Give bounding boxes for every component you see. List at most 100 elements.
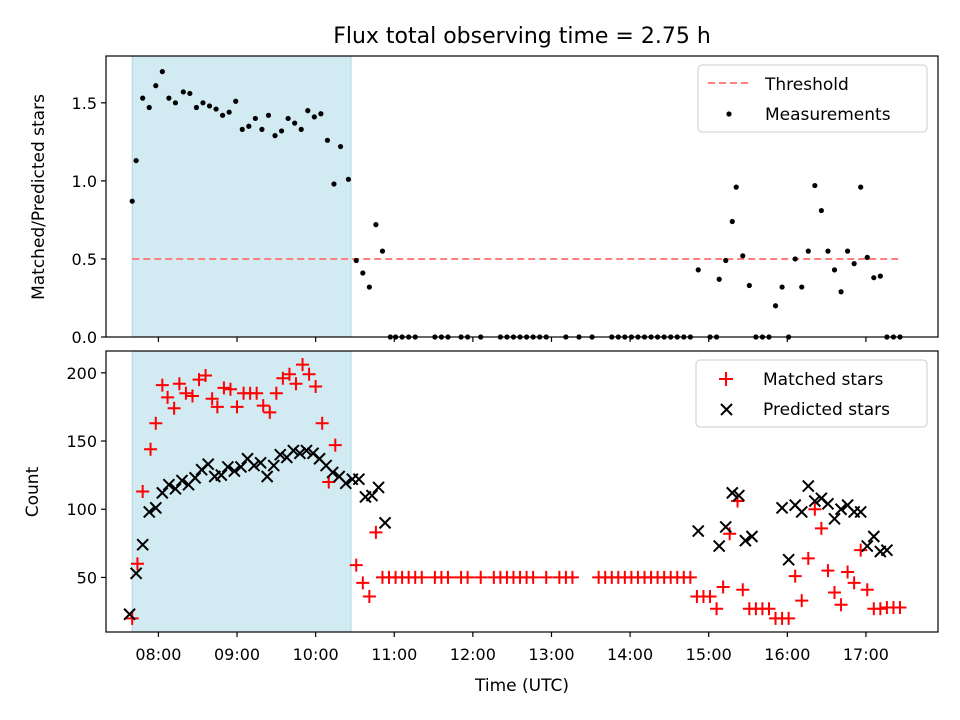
matched-star-point: [210, 400, 224, 414]
matched-star-point: [269, 386, 283, 400]
matched-star-point: [315, 416, 329, 430]
measurement-point: [805, 248, 811, 254]
predicted-star-point: [712, 539, 726, 553]
predicted-star-point: [854, 505, 867, 519]
top-observing-window: [131, 55, 352, 338]
bottom-legend-box: [695, 359, 928, 428]
top-y-axis-label: Matched/Predicted stars: [29, 94, 49, 300]
matched-star-point: [217, 381, 231, 395]
predicted-star-point: [352, 473, 366, 486]
matched-star-point: [841, 565, 855, 579]
matched-star-point: [309, 379, 323, 393]
measurement-point: [220, 112, 226, 118]
measurement-point: [259, 126, 265, 132]
predicted-star-point: [692, 524, 705, 538]
measurement-point: [265, 112, 272, 118]
predicted-star-point: [808, 494, 822, 508]
x-tick-label: 14:00: [607, 645, 653, 664]
matched-star-point: [788, 569, 802, 583]
matched-star-point: [808, 502, 822, 516]
measurement-point: [166, 95, 172, 101]
measurement-point: [318, 111, 324, 117]
measurement-point: [292, 120, 298, 126]
matched-star-point: [526, 570, 540, 584]
bottom-axes-frame: [105, 350, 939, 633]
predicted-star-point: [300, 444, 313, 457]
matched-star-point: [893, 600, 907, 614]
legend-measurements-label: Measurements: [765, 105, 891, 125]
matched-star-point: [723, 527, 737, 541]
predicted-star-point: [745, 530, 759, 543]
top-y-tick-label: 1.5: [72, 94, 97, 113]
measurement-point: [239, 126, 245, 132]
matched-star-point: [223, 382, 237, 396]
matched-star-point: [349, 558, 363, 572]
top-legend-box: [697, 64, 928, 133]
measurement-point: [733, 184, 739, 190]
x-tick-label: 10:00: [293, 645, 339, 664]
matched-star-point: [873, 602, 887, 616]
matched-star-point: [441, 570, 455, 584]
matched-star-point: [282, 367, 296, 381]
predicted-star-point: [175, 474, 189, 487]
measurement-point: [379, 248, 386, 254]
matched-star-point: [703, 590, 717, 604]
predicted-star-point: [726, 486, 739, 500]
measurement-point: [159, 69, 165, 75]
matched-star-point: [369, 525, 383, 539]
matched-star-point: [854, 543, 868, 557]
predicted-star-point: [201, 458, 215, 471]
measurement-point: [200, 100, 206, 106]
measurement-point: [695, 267, 701, 273]
bottom-y-tick-label: 200: [66, 364, 97, 383]
matched-star-point: [860, 583, 874, 597]
chart-title: Flux total observing time = 2.75 h: [333, 24, 711, 49]
measurement-point: [246, 123, 252, 129]
measurement-point: [129, 198, 135, 204]
matched-star-point: [356, 576, 370, 590]
matched-star-point: [782, 611, 796, 625]
measurement-point: [172, 100, 179, 106]
matched-star-point: [302, 367, 316, 381]
measurement-point: [877, 273, 883, 279]
matched-star-point: [814, 521, 828, 535]
measurement-point: [723, 257, 729, 264]
predicted-star-point: [136, 538, 149, 551]
predicted-star-point: [149, 501, 162, 515]
matched-star-point: [716, 580, 730, 594]
matched-star-point: [205, 392, 219, 406]
predicted-star-point: [287, 444, 300, 457]
predicted-star-point: [293, 447, 307, 460]
predicted-star-point: [339, 477, 352, 490]
predicted-star-point: [861, 539, 874, 553]
predicted-star-point: [260, 470, 274, 483]
measurement-point: [772, 303, 779, 309]
matched-star-point: [149, 416, 163, 430]
x-tick-label: 08:00: [135, 645, 181, 664]
matched-star-point: [230, 400, 244, 414]
measurement-point: [305, 108, 311, 114]
matched-star-point: [328, 438, 342, 452]
predicted-star-point: [267, 459, 280, 472]
measurement-point: [792, 256, 798, 262]
legend-measurements-marker: [726, 111, 732, 117]
x-tick-label: 16:00: [764, 645, 810, 664]
matched-star-point: [263, 405, 277, 419]
measurement-point: [272, 133, 278, 139]
bottom-y-axis-label: Count: [23, 466, 43, 517]
measurement-point: [331, 181, 337, 187]
measurement-point: [180, 89, 186, 95]
measurement-point: [779, 284, 785, 290]
top-axes: 0.0 0.5 1.0 1.5 Matched/Predicted stars Thr…: [29, 55, 939, 347]
measurement-point: [373, 222, 379, 228]
matched-star-point: [185, 389, 199, 403]
matched-star-point: [683, 570, 697, 584]
predicted-star-point: [365, 489, 379, 502]
measurement-point: [838, 289, 844, 295]
matched-star-point: [795, 594, 809, 608]
matched-star-point: [192, 373, 206, 387]
matched-star-point: [415, 570, 429, 584]
x-tick-label: 11:00: [371, 645, 417, 664]
measurement-point: [812, 182, 818, 189]
